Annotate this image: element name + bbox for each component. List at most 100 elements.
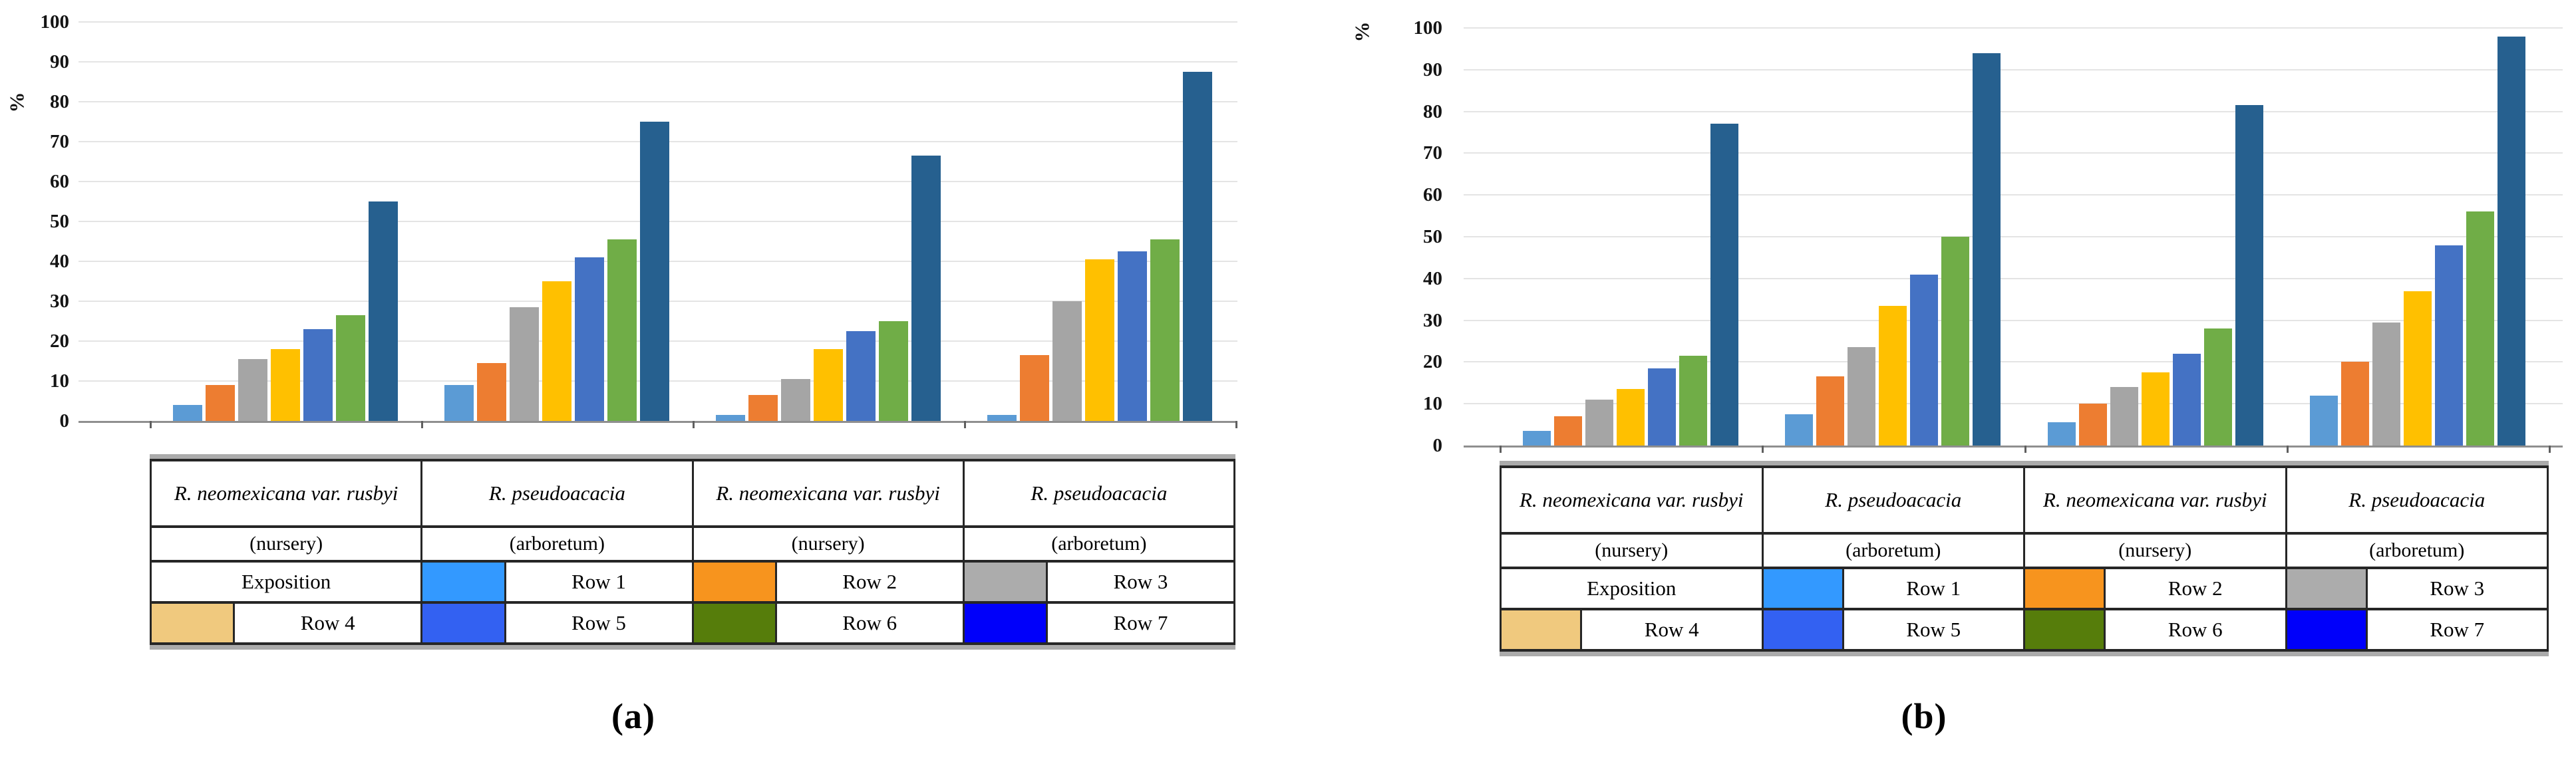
- gridline: [1464, 278, 2563, 279]
- bar-row-7-group-1: [1710, 124, 1738, 446]
- bar-row-3-group-4: [1052, 301, 1082, 421]
- site-header-cell: (nursery): [149, 525, 423, 563]
- bar-row-5-group-4: [1118, 251, 1147, 421]
- legend-label: Row 4: [300, 611, 355, 634]
- legend-swatch-row-1: [1764, 571, 1844, 606]
- bar-row-6-group-3: [879, 321, 908, 421]
- y-tick-label: 0: [1432, 435, 1443, 456]
- bar-row-2-group-1: [206, 385, 235, 421]
- bar-row-6-group-2: [1941, 237, 1969, 446]
- bar-row-7-group-3: [2235, 105, 2263, 446]
- site-name: (arboretum): [1846, 539, 1941, 561]
- bar-row-3-group-2: [510, 307, 539, 421]
- legend-cell: Row 6: [2023, 608, 2287, 652]
- species-header-cell: R. pseudoacacia: [1761, 465, 2025, 535]
- legend-swatch-row-7: [965, 605, 1048, 641]
- bar-row-3-group-1: [1585, 400, 1613, 446]
- species-header-cell: R. pseudoacacia: [420, 459, 694, 528]
- y-tick-label: 90: [50, 51, 69, 72]
- category-tick: [1235, 421, 1237, 428]
- bar-row-4-group-4: [1085, 259, 1114, 421]
- legend-cell: Row 1: [420, 560, 694, 604]
- y-tick-label: 10: [50, 370, 69, 392]
- site-header-cell: (nursery): [2023, 532, 2287, 569]
- site-header-cell: (arboretum): [2285, 532, 2549, 569]
- gridline: [1464, 69, 2563, 70]
- y-tick-label: 50: [1423, 226, 1442, 247]
- bar-row-1-group-4: [2310, 396, 2338, 446]
- legend-swatch-row-6: [695, 605, 777, 641]
- legend-label: Row 6: [842, 611, 897, 634]
- category-tick: [964, 421, 966, 428]
- species-name: R. neomexicana var. rusbyi: [716, 481, 940, 505]
- bar-row-2-group-2: [477, 363, 506, 421]
- bar-row-5-group-4: [2435, 245, 2463, 446]
- legend-table-a: R. neomexicana var. rusbyi R. pseudoacaci…: [149, 459, 1236, 645]
- gridline: [1464, 152, 2563, 154]
- bar-row-3-group-3: [2110, 387, 2138, 446]
- category-tick: [1500, 446, 1502, 453]
- exposition-label: Exposition: [241, 570, 331, 593]
- exposition-label: Exposition: [1587, 577, 1677, 600]
- y-tick-label: 100: [1413, 17, 1443, 39]
- gridline: [1464, 111, 2563, 112]
- x-axis-line: [79, 421, 1237, 423]
- gridline: [1464, 236, 2563, 237]
- legend-cell: Row 7: [2285, 608, 2549, 652]
- category-tick: [2287, 446, 2289, 453]
- site-header-cell: (arboretum): [1761, 532, 2025, 569]
- legend-swatch-row-6: [2026, 612, 2106, 648]
- legend-cell: Row 4: [149, 601, 423, 645]
- legend-swatch-row-1: [423, 564, 506, 600]
- site-name: (nursery): [1595, 539, 1669, 561]
- bar-row-4-group-2: [542, 281, 571, 421]
- category-tick: [150, 421, 152, 428]
- legend-table: R. neomexicana var. rusbyi R. pseudoacaci…: [149, 459, 1236, 645]
- legend-cell: Row 1: [1761, 567, 2025, 610]
- legend-cell: Row 7: [962, 601, 1236, 645]
- y-tick-label: 100: [40, 11, 70, 33]
- bar-row-2-group-3: [748, 395, 778, 421]
- legend-label: Row 2: [842, 570, 897, 593]
- gridline: [79, 21, 1237, 23]
- species-name: R. pseudoacacia: [1031, 481, 1168, 505]
- bar-row-2-group-1: [1554, 416, 1582, 446]
- legend-swatch-row-3: [965, 564, 1048, 600]
- bar-row-3-group-2: [1848, 347, 1875, 446]
- legend-cell: Row 3: [962, 560, 1236, 604]
- y-tick-label: 60: [1423, 184, 1442, 205]
- y-tick-label: 70: [1423, 142, 1442, 164]
- gridline: [1464, 194, 2563, 195]
- species-name: R. pseudoacacia: [1825, 488, 1962, 512]
- bar-row-1-group-4: [987, 415, 1017, 421]
- category-tick: [2024, 446, 2026, 453]
- legend-swatch-row-7: [2287, 612, 2368, 648]
- panel-caption-b: (b): [1901, 696, 1947, 736]
- species-name: R. neomexicana var. rusbyi: [1519, 488, 1744, 512]
- bar-row-2-group-2: [1816, 376, 1844, 446]
- legend-swatch-row-2: [2026, 571, 2106, 606]
- species-header-cell: R. pseudoacacia: [2285, 465, 2549, 535]
- site-name: (nursery): [2118, 539, 2192, 561]
- bar-row-4-group-1: [1617, 389, 1645, 446]
- gridline: [1464, 361, 2563, 362]
- category-tick: [421, 421, 423, 428]
- legend-label: Row 5: [571, 611, 626, 634]
- legend-swatch-row-5: [423, 605, 506, 641]
- bar-row-4-group-4: [2404, 291, 2432, 446]
- legend-label: Row 4: [1644, 618, 1699, 641]
- species-header-cell: R. pseudoacacia: [962, 459, 1236, 528]
- y-tick-label: 80: [1423, 101, 1442, 122]
- bar-row-5-group-2: [575, 257, 604, 421]
- species-header-cell: R. neomexicana var. rusbyi: [2023, 465, 2287, 535]
- bar-row-1-group-2: [444, 385, 474, 421]
- category-tick: [1762, 446, 1764, 453]
- bar-row-6-group-4: [1150, 239, 1180, 421]
- bar-row-7-group-2: [640, 122, 669, 421]
- bar-row-2-group-4: [2341, 362, 2369, 446]
- site-header-cell: (arboretum): [420, 525, 694, 563]
- legend-label: Row 3: [1113, 570, 1168, 593]
- bar-row-6-group-1: [336, 315, 365, 421]
- bar-row-4-group-3: [814, 349, 843, 421]
